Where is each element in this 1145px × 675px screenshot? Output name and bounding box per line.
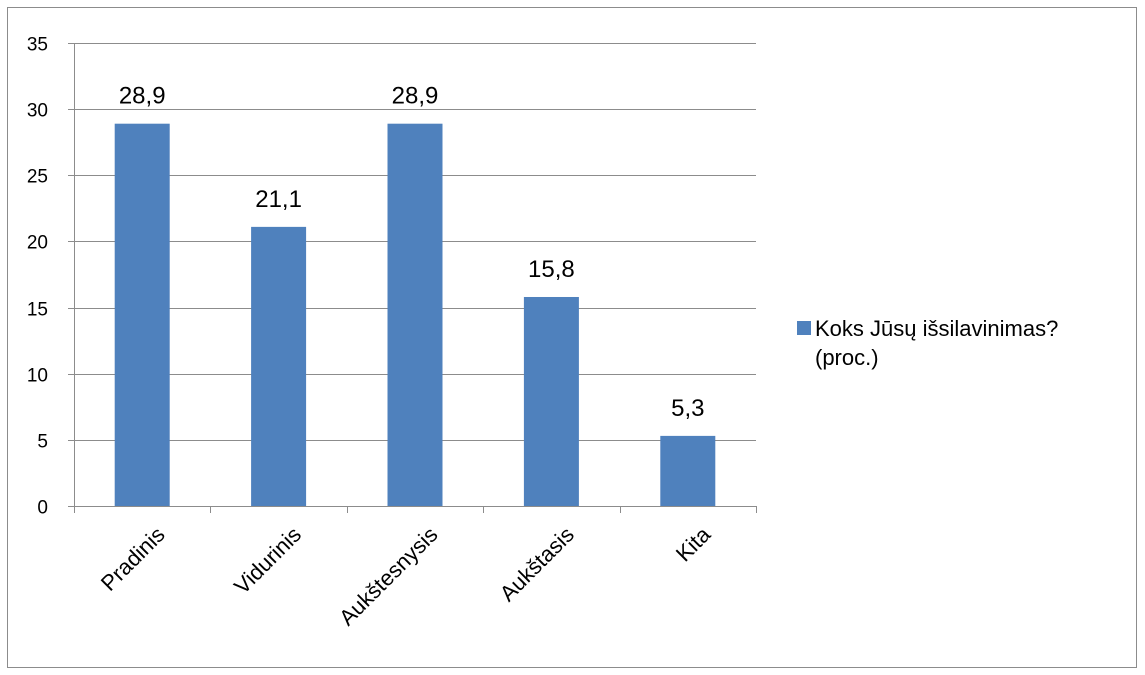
bar	[251, 226, 307, 506]
bar	[660, 435, 716, 506]
data-label: 21,1	[255, 186, 302, 213]
data-label: 28,9	[119, 83, 166, 110]
y-tick-label: 5	[37, 432, 48, 453]
category-label: Kita	[671, 521, 716, 566]
bar	[387, 123, 443, 507]
data-label: 5,3	[671, 395, 704, 422]
y-tick-label: 20	[27, 233, 48, 254]
legend-label: Koks Jūsų išsilavinimas?	[815, 316, 1058, 341]
category-label: Vidurinis	[229, 522, 306, 599]
legend-label: (proc.)	[815, 345, 879, 370]
axes	[68, 43, 757, 513]
category-label: Aukštasis	[495, 522, 579, 606]
category-label: Pradinis	[96, 522, 170, 596]
y-tick-label: 35	[27, 35, 48, 56]
y-tick-label: 30	[27, 101, 48, 122]
y-tick-label: 15	[27, 300, 48, 321]
y-tick-label: 25	[27, 167, 48, 188]
category-label: Aukštesnysis	[334, 522, 442, 630]
data-label: 15,8	[528, 256, 575, 283]
data-label: 28,9	[392, 83, 439, 110]
y-tick-label: 10	[27, 366, 48, 387]
y-tick-label: 0	[37, 498, 48, 519]
legend-swatch	[797, 321, 811, 335]
legend: Koks Jūsų išsilavinimas? (proc.)	[797, 316, 1058, 370]
bar	[523, 296, 579, 506]
bars	[114, 123, 716, 507]
bar	[114, 123, 170, 507]
